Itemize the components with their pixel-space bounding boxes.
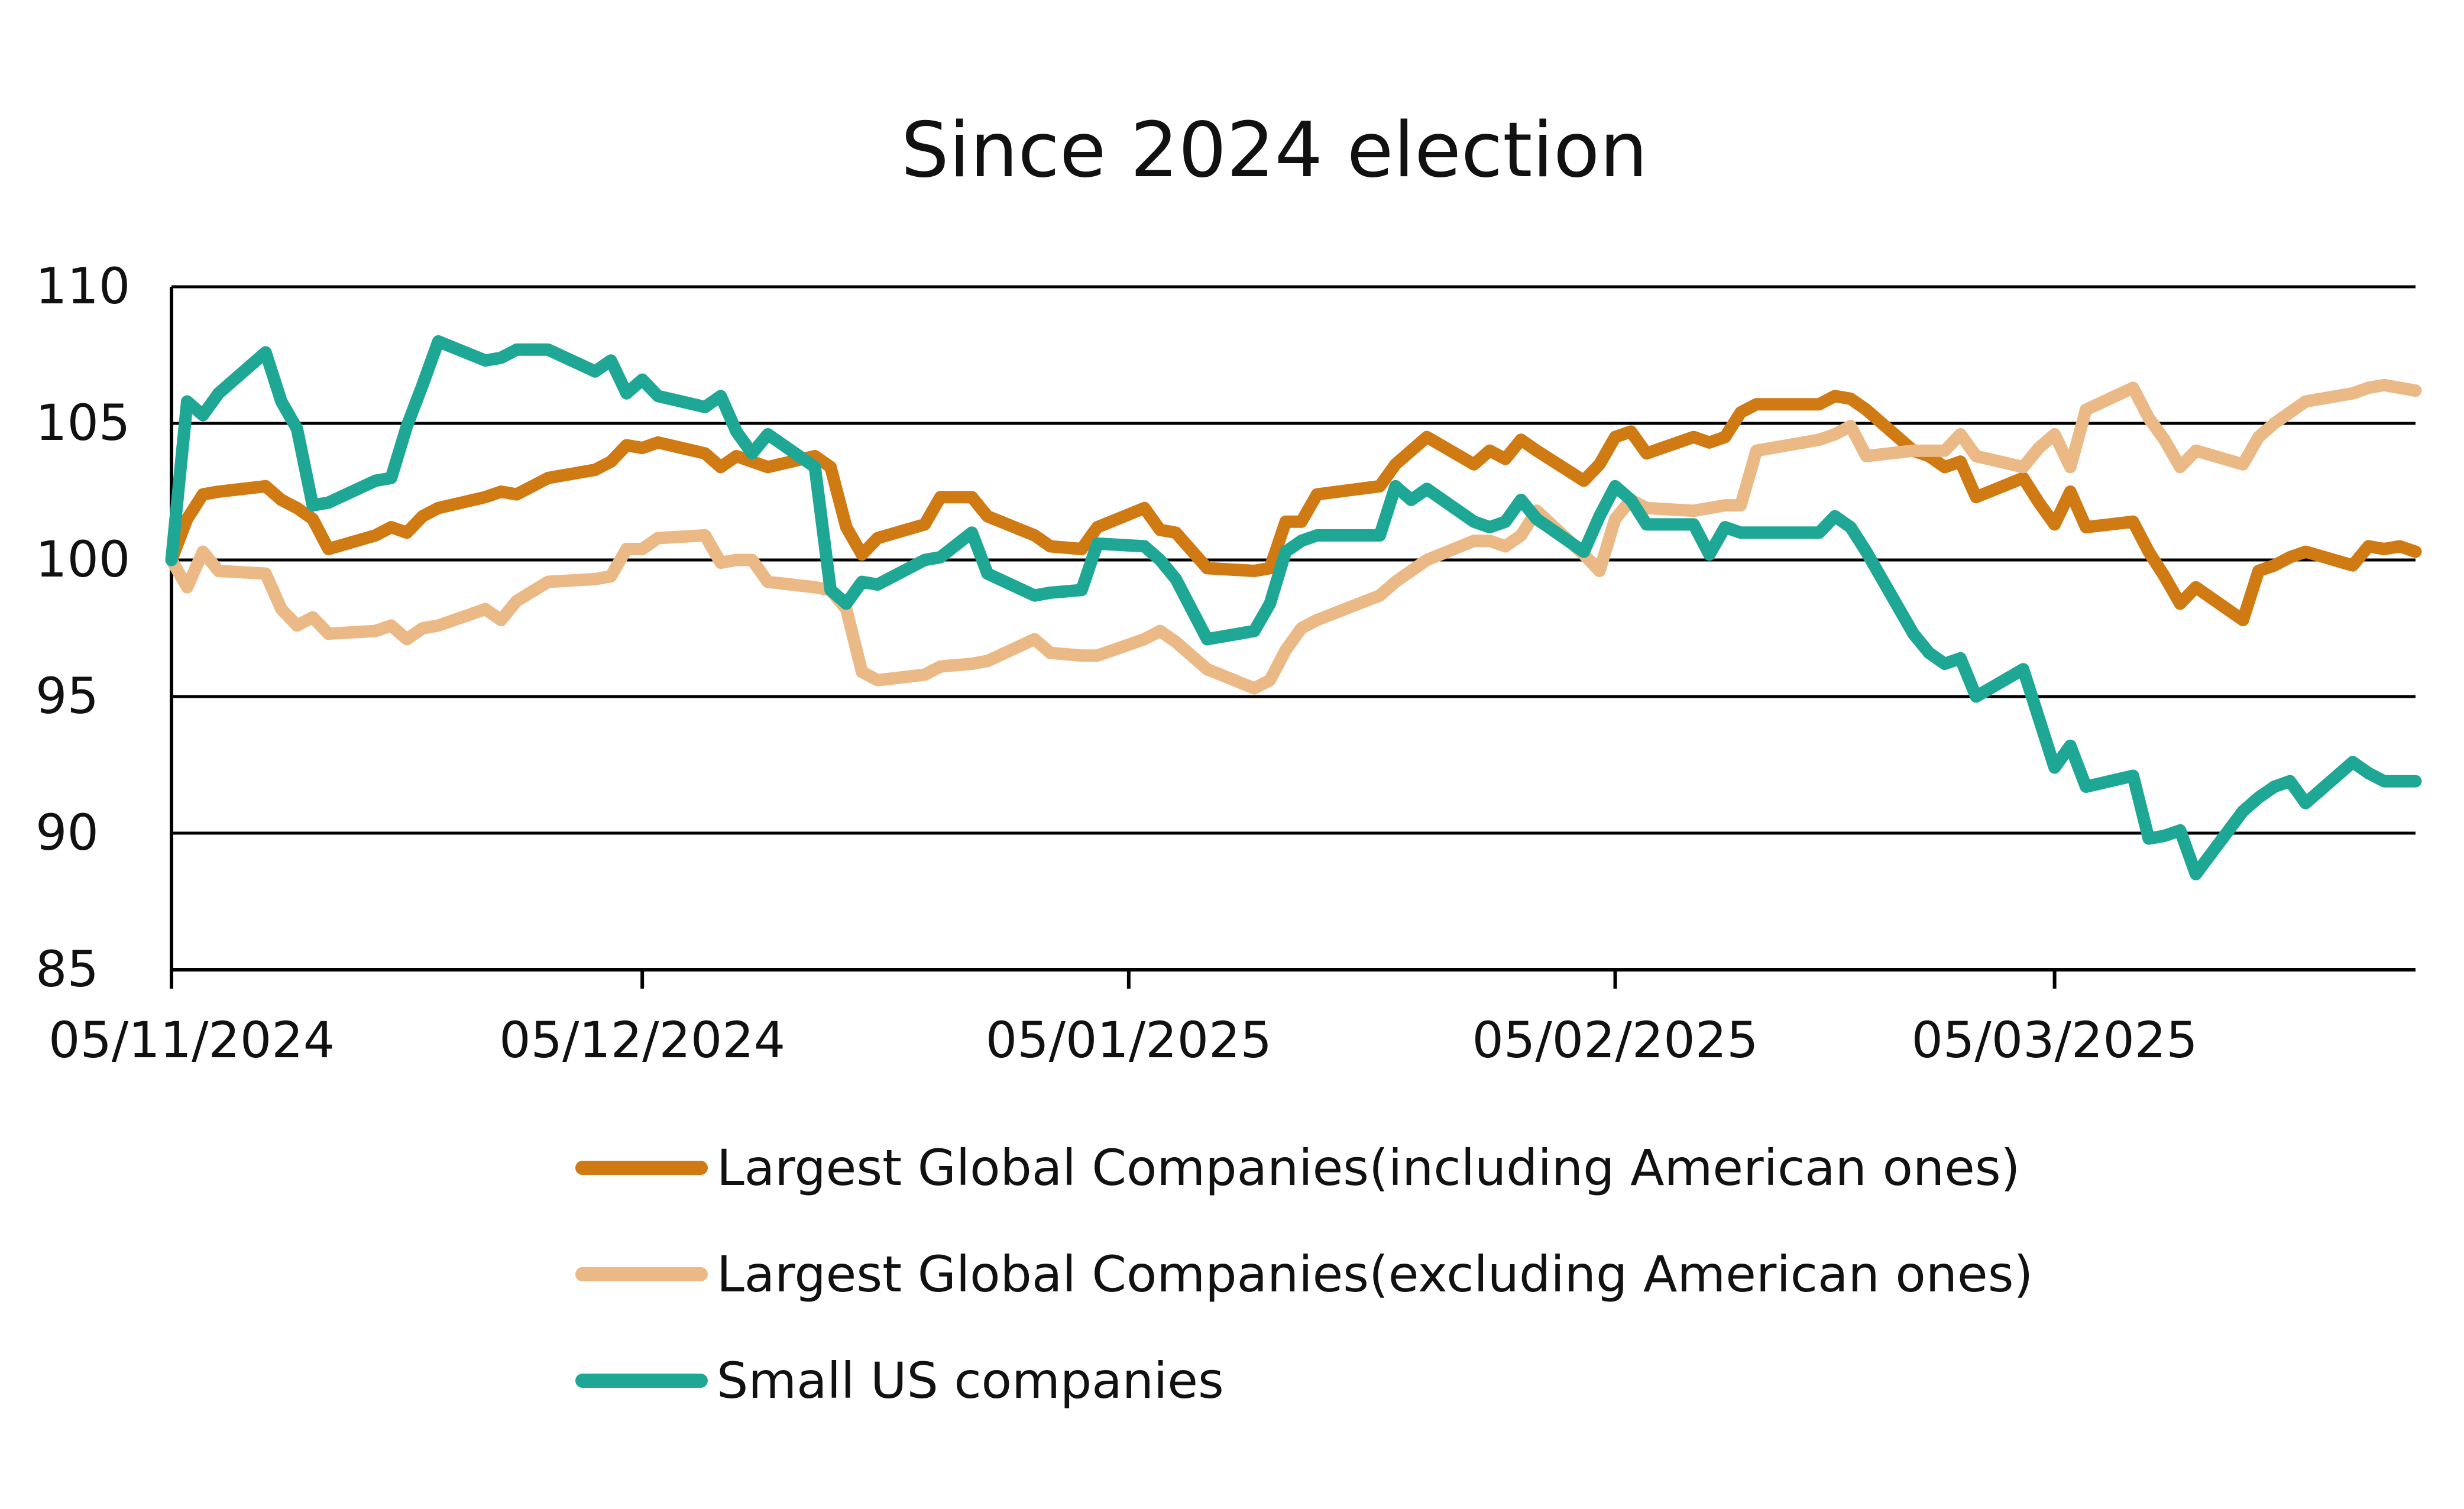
- series-line-3: [165, 335, 2422, 880]
- chart-title: Since 2024 election: [901, 106, 1648, 195]
- x-tick-label: 05/12/2024: [499, 1011, 785, 1069]
- x-tick-label: 05/03/2025: [1912, 1011, 2198, 1069]
- legend: Largest Global Companies(including Ameri…: [575, 1139, 2033, 1410]
- series-line-1: [165, 390, 2422, 627]
- y-tick-label: 85: [35, 940, 99, 998]
- legend-label-2: Largest Global Companies(excluding Ameri…: [717, 1245, 2033, 1303]
- y-tick-label: 100: [35, 530, 130, 588]
- legend-label-3: Small US companies: [717, 1352, 1224, 1410]
- series-line-2: [165, 378, 2422, 695]
- y-tick-label: 95: [35, 667, 99, 725]
- x-tick-label: 05/01/2025: [986, 1011, 1272, 1069]
- legend-label-1: Largest Global Companies(including Ameri…: [717, 1139, 2020, 1197]
- y-tick-label: 90: [35, 804, 99, 862]
- gridlines: [171, 285, 2416, 835]
- axes: 85 90 95 100 105 110 05/11/2024 05/12/2024 05/01…: [35, 257, 2416, 1069]
- x-tick-label: 05/02/2025: [1472, 1011, 1758, 1069]
- y-tick-label: 110: [35, 257, 130, 315]
- x-tick-label: 05/11/2024: [48, 1011, 335, 1069]
- series-lines: [165, 335, 2422, 880]
- y-tick-label: 105: [35, 394, 130, 452]
